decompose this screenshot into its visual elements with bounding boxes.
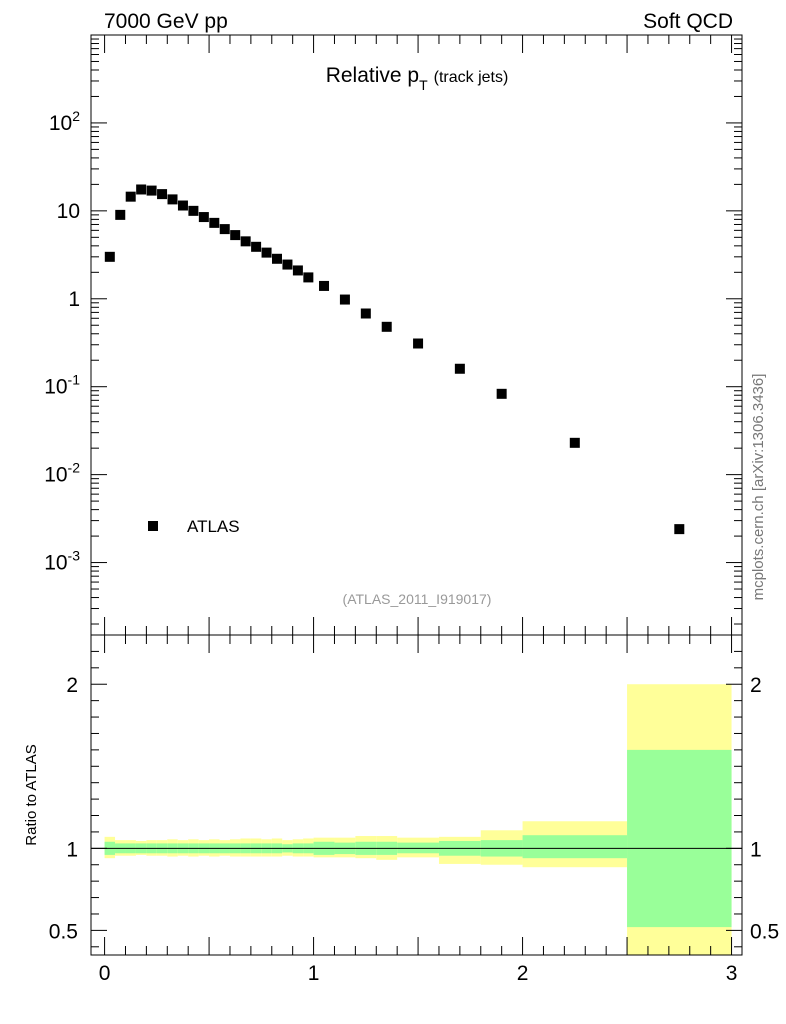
data-point bbox=[674, 524, 685, 535]
analysis-label: (ATLAS_2011_I919017) bbox=[343, 591, 492, 607]
data-point bbox=[413, 338, 424, 349]
y-tick-label: 10-1 bbox=[44, 372, 80, 399]
data-point bbox=[282, 259, 293, 270]
header-right: Soft QCD bbox=[643, 10, 733, 33]
main-axis-ticks: 102 10 1 10-1 10-2 10-3 bbox=[44, 35, 742, 635]
data-point bbox=[272, 253, 282, 264]
data-point bbox=[303, 272, 314, 283]
ratio-y-tick-label-right: 2 bbox=[750, 674, 762, 697]
data-point bbox=[209, 217, 220, 228]
legend: ATLAS bbox=[148, 517, 240, 536]
ratio-axis-ticks: 0.5 0.5 1 1 2 2 0 1 2 3 bbox=[49, 635, 779, 985]
x-tick-label: 3 bbox=[726, 962, 738, 985]
data-point bbox=[240, 236, 251, 247]
data-point bbox=[125, 191, 136, 202]
legend-marker bbox=[148, 521, 158, 531]
data-point bbox=[157, 189, 168, 200]
data-point bbox=[230, 230, 241, 241]
chart-title: Relative pT (track jets) bbox=[326, 64, 509, 93]
y-tick-label: 1 bbox=[68, 288, 80, 311]
data-point bbox=[569, 437, 580, 448]
header-left: 7000 GeV pp bbox=[104, 10, 228, 33]
y-tick-label: 10-2 bbox=[44, 460, 80, 487]
data-point bbox=[167, 194, 178, 205]
data-point bbox=[177, 200, 188, 211]
data-point bbox=[454, 363, 465, 374]
main-data-points bbox=[104, 184, 685, 535]
ratio-band-inner bbox=[627, 749, 732, 928]
ratio-y-tick-label-right: 1 bbox=[750, 838, 762, 861]
data-point bbox=[292, 265, 303, 276]
data-point bbox=[339, 294, 350, 305]
data-point bbox=[496, 388, 507, 399]
main-plot-panel: Relative pT (track jets) (ATLAS_2011_I919… bbox=[44, 34, 743, 636]
data-point bbox=[219, 224, 230, 235]
ratio-y-tick-label-right: 0.5 bbox=[750, 920, 779, 943]
ratio-bands bbox=[104, 684, 732, 955]
data-point bbox=[188, 205, 199, 216]
ratio-ylabel: Ratio to ATLAS bbox=[23, 744, 40, 845]
ratio-plot-panel: 0.5 0.5 1 1 2 2 0 1 2 3 Ratio to ATLAS bbox=[23, 634, 779, 985]
x-tick-label: 0 bbox=[99, 962, 111, 985]
data-point bbox=[104, 251, 115, 262]
data-point bbox=[198, 212, 209, 223]
data-point bbox=[319, 280, 330, 291]
data-point bbox=[381, 321, 392, 332]
data-point bbox=[360, 308, 371, 319]
main-frame bbox=[90, 34, 743, 636]
x-tick-label: 2 bbox=[517, 962, 529, 985]
ratio-y-tick-label: 2 bbox=[66, 674, 78, 697]
data-point bbox=[251, 241, 262, 252]
ratio-frame bbox=[90, 634, 743, 956]
ratio-y-tick-label: 1 bbox=[66, 838, 78, 861]
y-tick-label: 102 bbox=[49, 108, 80, 135]
data-point bbox=[115, 209, 126, 220]
side-label: mcplots.cern.ch [arXiv:1306.3436] bbox=[750, 374, 767, 601]
y-tick-label: 10 bbox=[57, 200, 80, 223]
ratio-band-inner bbox=[522, 835, 628, 859]
legend-label: ATLAS bbox=[187, 517, 240, 536]
data-point bbox=[261, 247, 272, 258]
ratio-y-tick-label: 0.5 bbox=[49, 920, 78, 943]
x-tick-label: 1 bbox=[308, 962, 320, 985]
y-tick-label: 10-3 bbox=[44, 548, 80, 575]
data-point bbox=[146, 185, 157, 196]
data-point bbox=[136, 184, 147, 195]
